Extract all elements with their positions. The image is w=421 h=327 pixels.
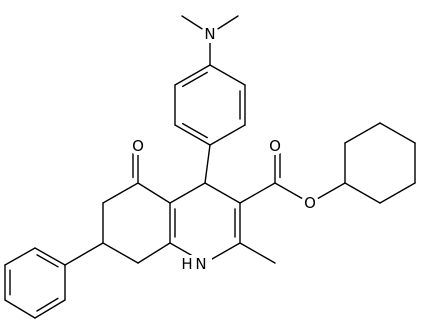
- bond: [379, 122, 416, 144]
- bond: [4, 247, 36, 266]
- atom-label: O: [269, 137, 281, 155]
- atom-label: O: [304, 194, 316, 212]
- bond: [209, 124, 246, 146]
- label-mask: [176, 255, 212, 273]
- bond: [344, 182, 381, 204]
- bond: [182, 71, 208, 88]
- atom-label: N: [195, 255, 206, 273]
- bond: [204, 182, 241, 204]
- bond: [36, 254, 59, 268]
- label-mask: [266, 137, 284, 155]
- atom-label: O: [132, 137, 144, 155]
- bond: [102, 242, 139, 264]
- label-mask: [129, 137, 147, 155]
- bond: [137, 242, 171, 264]
- bond: [174, 64, 211, 86]
- bond: [204, 144, 211, 184]
- bond: [169, 182, 206, 204]
- bond: [174, 124, 211, 146]
- atom-label: H: [181, 255, 192, 273]
- bond: [4, 299, 36, 319]
- atom-label: N: [204, 25, 215, 43]
- atom-labels: N O O O H N: [129, 25, 319, 273]
- bond: [34, 247, 66, 266]
- bond: [209, 64, 246, 86]
- label-mask: [201, 25, 219, 43]
- bond: [102, 182, 139, 204]
- bond: [182, 122, 208, 139]
- bond: [239, 242, 276, 264]
- bond: [36, 297, 59, 312]
- bond: [344, 122, 381, 144]
- label-mask: [301, 194, 319, 212]
- bond: [137, 182, 171, 204]
- bond: [34, 299, 66, 319]
- bond: [379, 182, 416, 204]
- bond: [64, 242, 104, 266]
- bond: [239, 182, 276, 204]
